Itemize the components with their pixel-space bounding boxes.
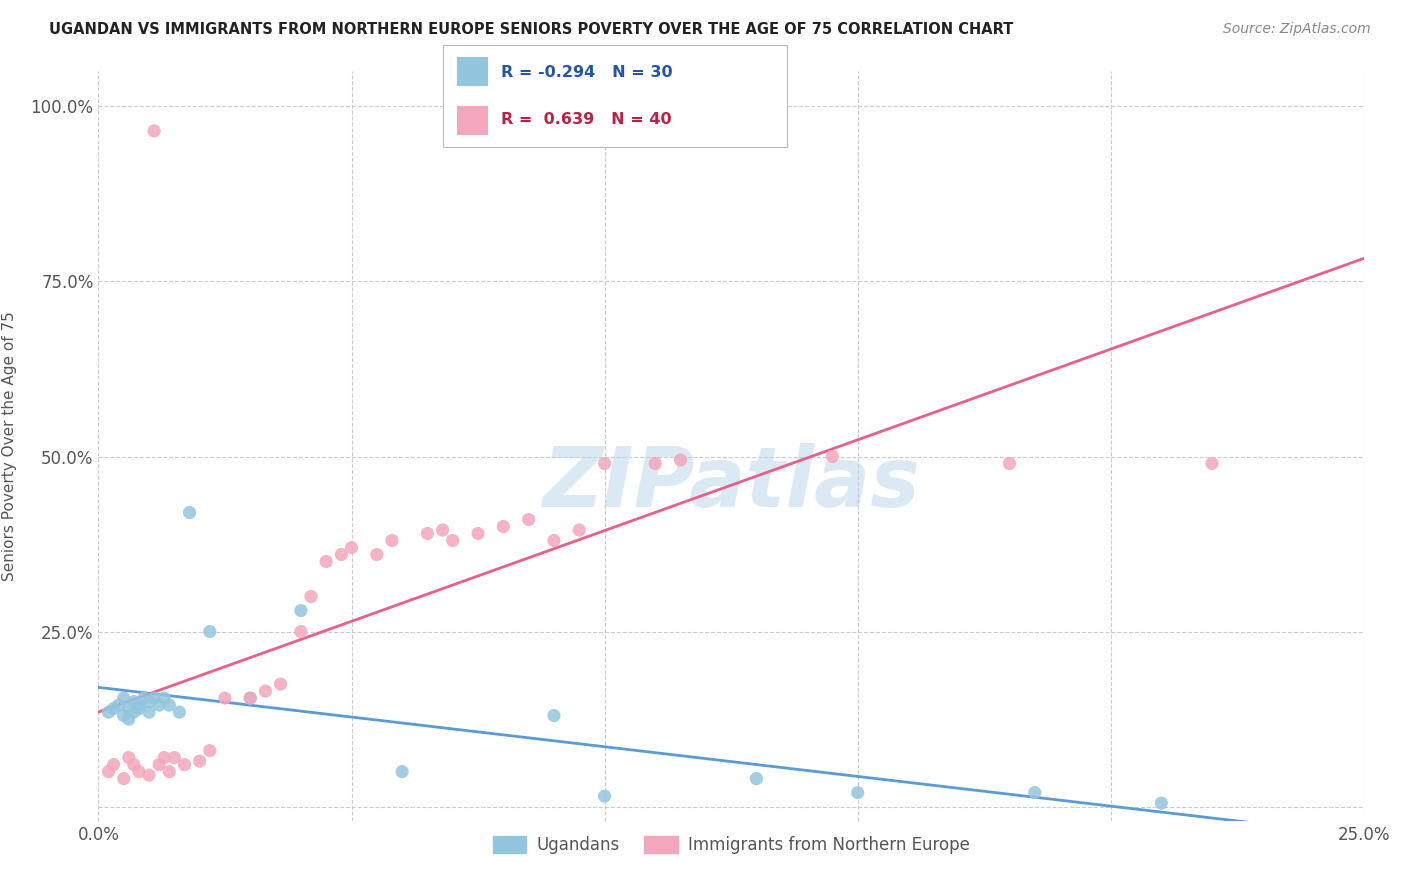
Point <box>97 764 120 779</box>
Point <box>103 757 125 772</box>
Point <box>998 457 1021 471</box>
Point <box>416 526 439 541</box>
Point <box>138 705 160 719</box>
Text: ZIPatlas: ZIPatlas <box>543 443 920 524</box>
Point <box>128 764 150 779</box>
Point <box>97 705 120 719</box>
Point <box>138 695 160 709</box>
Point <box>198 743 221 757</box>
Point <box>391 764 413 779</box>
Point <box>239 691 262 706</box>
Point <box>366 548 388 562</box>
Point <box>330 548 353 562</box>
Text: R = -0.294   N = 30: R = -0.294 N = 30 <box>502 65 673 79</box>
Text: R =  0.639   N = 40: R = 0.639 N = 40 <box>502 112 672 127</box>
Text: UGANDAN VS IMMIGRANTS FROM NORTHERN EUROPE SENIORS POVERTY OVER THE AGE OF 75 CO: UGANDAN VS IMMIGRANTS FROM NORTHERN EURO… <box>49 22 1014 37</box>
Point <box>1150 796 1173 810</box>
Point <box>254 684 277 698</box>
Point <box>492 519 515 533</box>
Point <box>441 533 464 548</box>
Point <box>270 677 292 691</box>
Point <box>148 757 170 772</box>
Text: Source: ZipAtlas.com: Source: ZipAtlas.com <box>1223 22 1371 37</box>
Point <box>198 624 221 639</box>
Point <box>381 533 404 548</box>
Point <box>143 124 166 138</box>
Point <box>179 506 201 520</box>
Point <box>128 701 150 715</box>
Point <box>122 695 145 709</box>
Point <box>669 453 692 467</box>
Point <box>846 786 869 800</box>
Point <box>299 590 322 604</box>
Point <box>214 691 236 706</box>
Point <box>290 603 312 617</box>
Point <box>132 691 155 706</box>
Point <box>340 541 363 555</box>
Point <box>467 526 489 541</box>
Point <box>118 712 141 726</box>
Point <box>103 701 125 715</box>
Point <box>593 789 616 804</box>
Point <box>1201 457 1223 471</box>
Point <box>169 705 191 719</box>
Point <box>821 450 844 464</box>
Point <box>112 772 135 786</box>
Point <box>239 691 262 706</box>
Point <box>432 523 454 537</box>
Bar <box>457 57 488 86</box>
Point <box>122 705 145 719</box>
Bar <box>457 106 488 135</box>
Point <box>543 533 565 548</box>
Point <box>148 698 170 712</box>
Point <box>128 698 150 712</box>
Point <box>188 754 211 768</box>
Point <box>745 772 768 786</box>
Point <box>118 750 141 764</box>
Y-axis label: Seniors Poverty Over the Age of 75: Seniors Poverty Over the Age of 75 <box>1 311 17 581</box>
Point <box>153 750 176 764</box>
Point <box>157 698 180 712</box>
Point <box>290 624 312 639</box>
Point <box>644 457 666 471</box>
Point <box>173 757 195 772</box>
Point <box>568 523 591 537</box>
Legend: Ugandans, Immigrants from Northern Europe: Ugandans, Immigrants from Northern Europ… <box>486 830 976 861</box>
Point <box>153 691 176 706</box>
Point <box>122 757 145 772</box>
Point <box>112 708 135 723</box>
Point <box>143 691 166 706</box>
Point <box>118 701 141 715</box>
Point <box>1024 786 1046 800</box>
Point <box>543 708 565 723</box>
Point <box>517 512 540 526</box>
Point <box>163 750 186 764</box>
Point <box>157 764 180 779</box>
Point <box>112 691 135 706</box>
Point <box>138 768 160 782</box>
Point <box>107 698 129 712</box>
Point <box>593 457 616 471</box>
Point <box>315 555 337 569</box>
